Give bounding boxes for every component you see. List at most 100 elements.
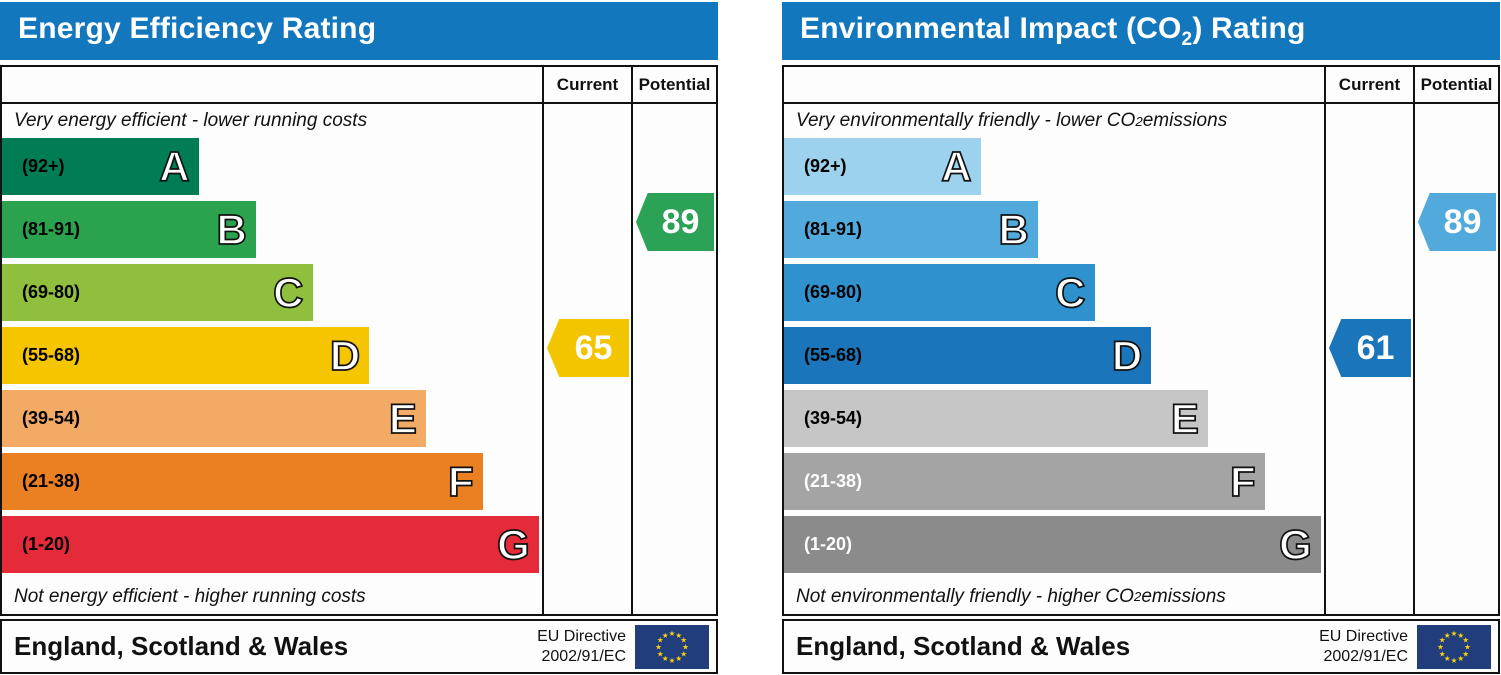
band-letter: D xyxy=(329,331,361,379)
band-letter: F xyxy=(447,457,474,505)
band-range: (39-54) xyxy=(22,408,81,428)
current-rating-arrow: 65 xyxy=(547,319,629,377)
band-row-d: (55-68) D xyxy=(2,327,542,390)
svg-text:★: ★ xyxy=(662,630,669,639)
band-range: (92+) xyxy=(22,156,65,176)
band-bar-g: (1-20) G xyxy=(784,516,1321,573)
top-caption-text: Very environmentally friendly - lower CO xyxy=(796,110,1136,131)
panel-title-pre: Energy Efficiency Rating xyxy=(18,11,377,45)
energy-efficiency-panel: Energy Efficiency Rating Current Potenti… xyxy=(0,2,718,674)
panel-title-pre: Environmental Impact (CO xyxy=(800,11,1182,45)
band-bar-e: (39-54) E xyxy=(2,390,426,447)
band-bar-b: (81-91) B xyxy=(2,201,256,258)
band-bar-a: (92+) A xyxy=(784,138,981,195)
potential-rating-value: 89 xyxy=(1443,202,1482,241)
bands-column: Very energy efficient - lower running co… xyxy=(2,104,542,614)
band-range: (55-68) xyxy=(804,345,863,365)
panel-title-bar: Environmental Impact (CO2) Rating xyxy=(782,2,1500,60)
band-letter: D xyxy=(1111,331,1143,379)
band-range: (69-80) xyxy=(22,282,81,302)
svg-text:★: ★ xyxy=(655,642,662,651)
band-row-a: (92+) A xyxy=(784,138,1324,201)
bands-column: Very environmentally friendly - lower CO… xyxy=(784,104,1324,614)
eu-directive-line1: EU Directive xyxy=(1319,628,1408,646)
top-caption-text: Very energy efficient - lower running co… xyxy=(14,110,368,131)
band-range: (81-91) xyxy=(804,219,863,239)
potential-column-header: Potential xyxy=(631,67,716,104)
svg-text:★: ★ xyxy=(1451,629,1458,638)
current-column-header: Current xyxy=(1324,67,1413,104)
current-column-header: Current xyxy=(542,67,631,104)
svg-text:★: ★ xyxy=(1457,630,1464,639)
panel-title-bar: Energy Efficiency Rating xyxy=(0,2,718,60)
bands-header-cell xyxy=(784,67,1324,104)
svg-text:★: ★ xyxy=(1437,642,1444,651)
current-rating-value: 65 xyxy=(574,328,613,367)
band-letter: E xyxy=(388,394,418,442)
band-bar-d: (55-68) D xyxy=(784,327,1152,384)
potential-column: 89 xyxy=(631,104,716,614)
eu-flag-icon: ★★ ★★ ★★ ★★ ★ ★ ★★ xyxy=(635,624,709,669)
potential-rating-arrow: 89 xyxy=(1418,193,1496,251)
panel-title-post: ) Rating xyxy=(1192,11,1306,45)
band-bar-c: (69-80) C xyxy=(2,264,313,321)
svg-text:★: ★ xyxy=(675,630,682,639)
current-column: 65 xyxy=(542,104,631,614)
band-row-c: (69-80) C xyxy=(784,264,1324,327)
band-bar-c: (69-80) C xyxy=(784,264,1095,321)
band-row-b: (81-91) B xyxy=(784,201,1324,264)
svg-text:★: ★ xyxy=(675,654,682,663)
band-row-e: (39-54) E xyxy=(2,390,542,453)
current-column: 61 xyxy=(1324,104,1413,614)
svg-text:★: ★ xyxy=(1457,654,1464,663)
band-range: (21-38) xyxy=(804,471,863,491)
svg-text:★: ★ xyxy=(1444,654,1451,663)
band-row-b: (81-91) B xyxy=(2,201,542,264)
svg-text:★: ★ xyxy=(1464,642,1471,651)
band-bar-a: (92+) A xyxy=(2,138,199,195)
svg-text:★: ★ xyxy=(1462,649,1469,658)
panel-footer: England, Scotland & Wales EU Directive 20… xyxy=(782,619,1500,674)
svg-text:★: ★ xyxy=(682,642,689,651)
svg-text:★: ★ xyxy=(1451,656,1458,665)
band-bar-f: (21-38) F xyxy=(784,453,1265,510)
band-range: (69-80) xyxy=(804,282,863,302)
svg-text:★: ★ xyxy=(680,635,687,644)
band-range: (21-38) xyxy=(22,471,81,491)
top-caption: Very energy efficient - lower running co… xyxy=(2,104,542,138)
band-bar-g: (1-20) G xyxy=(2,516,539,573)
svg-text:★: ★ xyxy=(1444,630,1451,639)
panel-title: Environmental Impact (CO2) Rating xyxy=(800,12,1306,51)
panel-title-sub: 2 xyxy=(1181,28,1193,50)
eu-directive-label: EU Directive 2002/91/EC xyxy=(1319,627,1408,665)
environmental-impact-panel: Environmental Impact (CO2) Rating Curren… xyxy=(782,2,1500,674)
band-range: (39-54) xyxy=(804,408,863,428)
bottom-caption-post: emissions xyxy=(1141,585,1226,607)
panel-footer: England, Scotland & Wales EU Directive 20… xyxy=(0,619,718,674)
band-letter: A xyxy=(940,142,972,190)
eu-flag-icon: ★★ ★★ ★★ ★★ ★ ★ ★★ xyxy=(1417,624,1491,669)
potential-column-header: Potential xyxy=(1413,67,1498,104)
panel-title: Energy Efficiency Rating xyxy=(18,12,376,51)
svg-text:★: ★ xyxy=(1439,649,1446,658)
band-range: (1-20) xyxy=(22,534,71,554)
band-bar-f: (21-38) F xyxy=(2,453,483,510)
top-caption: Very environmentally friendly - lower CO… xyxy=(784,104,1324,138)
bottom-caption-sub: 2 xyxy=(1133,589,1142,604)
top-caption-sub: 2 xyxy=(1135,113,1143,129)
region-label: England, Scotland & Wales xyxy=(14,631,349,661)
potential-rating-value: 89 xyxy=(661,202,700,241)
band-row-e: (39-54) E xyxy=(784,390,1324,453)
potential-column: 89 xyxy=(1413,104,1498,614)
band-letter: A xyxy=(158,142,190,190)
svg-text:★: ★ xyxy=(669,629,676,638)
rating-table: Current Potential Very energy efficient … xyxy=(0,65,718,616)
band-range: (1-20) xyxy=(804,534,853,554)
eu-directive-line1: EU Directive xyxy=(537,628,626,646)
band-row-g: (1-20) G xyxy=(784,516,1324,579)
band-letter: C xyxy=(1054,268,1086,316)
eu-directive-line2: 2002/91/EC xyxy=(1323,647,1408,665)
svg-text:★: ★ xyxy=(1439,635,1446,644)
potential-rating-arrow: 89 xyxy=(636,193,714,251)
